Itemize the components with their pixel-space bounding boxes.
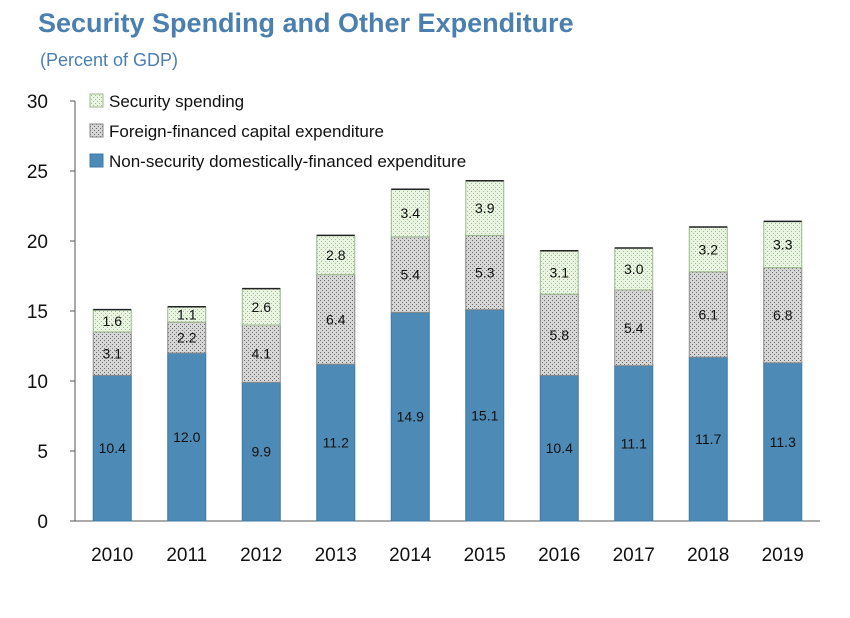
label-foreign: 4.1 <box>252 346 272 362</box>
bar-security <box>688 226 728 273</box>
label-security: 3.3 <box>773 237 793 253</box>
bar-foreign <box>241 324 281 383</box>
x-tick-label: 2010 <box>91 545 133 566</box>
chart-subtitle: (Percent of GDP) <box>40 50 179 70</box>
label-foreign: 6.8 <box>773 307 793 323</box>
legend-swatch <box>89 93 104 108</box>
label-foreign: 5.4 <box>401 267 421 283</box>
y-tick-label: 0 <box>37 512 48 533</box>
label-security: 3.9 <box>475 200 495 216</box>
bar-foreign <box>614 289 654 367</box>
bar-domestic <box>614 365 654 522</box>
label-domestic: 14.9 <box>397 409 424 425</box>
bar-domestic <box>316 363 356 522</box>
label-security: 3.1 <box>550 265 570 281</box>
x-tick-label: 2016 <box>538 545 580 566</box>
label-domestic: 10.4 <box>546 440 573 456</box>
y-tick-label: 10 <box>27 372 48 393</box>
bar-domestic <box>241 381 281 522</box>
label-domestic: 11.1 <box>621 435 647 451</box>
label-domestic: 15.1 <box>471 407 498 423</box>
y-tick-label: 5 <box>37 442 48 463</box>
chart-title: Security Spending and Other Expenditure <box>38 8 574 38</box>
bar-security <box>241 288 281 326</box>
label-security: 2.6 <box>252 299 272 315</box>
bar-domestic <box>390 311 430 522</box>
label-domestic: 9.9 <box>252 444 272 460</box>
y-tick-label: 20 <box>27 232 48 253</box>
bar-domestic <box>167 352 207 522</box>
label-domestic: 11.3 <box>770 434 796 450</box>
label-security: 1.6 <box>103 313 123 329</box>
label-domestic: 12.0 <box>173 429 200 445</box>
legend-label: Security spending <box>109 92 244 111</box>
label-foreign: 5.3 <box>475 265 495 281</box>
label-domestic: 11.7 <box>695 431 721 447</box>
y-tick-label: 30 <box>27 92 48 113</box>
legend-label: Non-security domestically-financed expen… <box>109 152 466 171</box>
label-security: 1.1 <box>177 307 197 323</box>
bar-foreign <box>316 274 356 365</box>
bar-foreign <box>688 271 728 358</box>
bar-security <box>316 234 356 276</box>
legend-swatch <box>89 123 104 138</box>
bar-foreign <box>390 236 430 313</box>
label-foreign: 5.4 <box>624 320 644 336</box>
bar-domestic <box>539 374 579 522</box>
x-tick-label: 2011 <box>166 545 207 566</box>
x-tick-label: 2019 <box>762 545 804 566</box>
bar-domestic <box>688 356 728 522</box>
x-tick-label: 2014 <box>389 545 432 566</box>
bar-security <box>614 247 654 291</box>
label-security: 3.4 <box>401 205 421 221</box>
label-foreign: 6.1 <box>699 307 719 323</box>
label-security: 3.0 <box>624 261 644 277</box>
x-tick-label: 2015 <box>464 545 506 566</box>
legend-swatch <box>89 153 104 168</box>
label-foreign: 6.4 <box>326 311 346 327</box>
bar-security <box>390 188 430 238</box>
label-foreign: 3.1 <box>103 346 123 362</box>
bar-security <box>539 250 579 295</box>
label-domestic: 10.4 <box>99 440 126 456</box>
legend-label: Foreign-financed capital expenditure <box>109 122 384 141</box>
bar-foreign <box>465 234 505 311</box>
label-security: 2.8 <box>326 247 346 263</box>
label-security: 3.2 <box>699 241 719 257</box>
y-tick-label: 15 <box>27 302 48 323</box>
bar-domestic <box>465 309 505 522</box>
x-tick-label: 2012 <box>240 545 282 566</box>
y-tick-label: 25 <box>27 162 48 183</box>
label-foreign: 2.2 <box>177 330 197 346</box>
x-tick-label: 2018 <box>687 545 729 566</box>
x-tick-label: 2017 <box>613 545 655 566</box>
label-foreign: 5.8 <box>550 327 570 343</box>
bar-foreign <box>167 321 207 354</box>
x-tick-label: 2013 <box>315 545 357 566</box>
label-domestic: 11.2 <box>323 435 349 451</box>
